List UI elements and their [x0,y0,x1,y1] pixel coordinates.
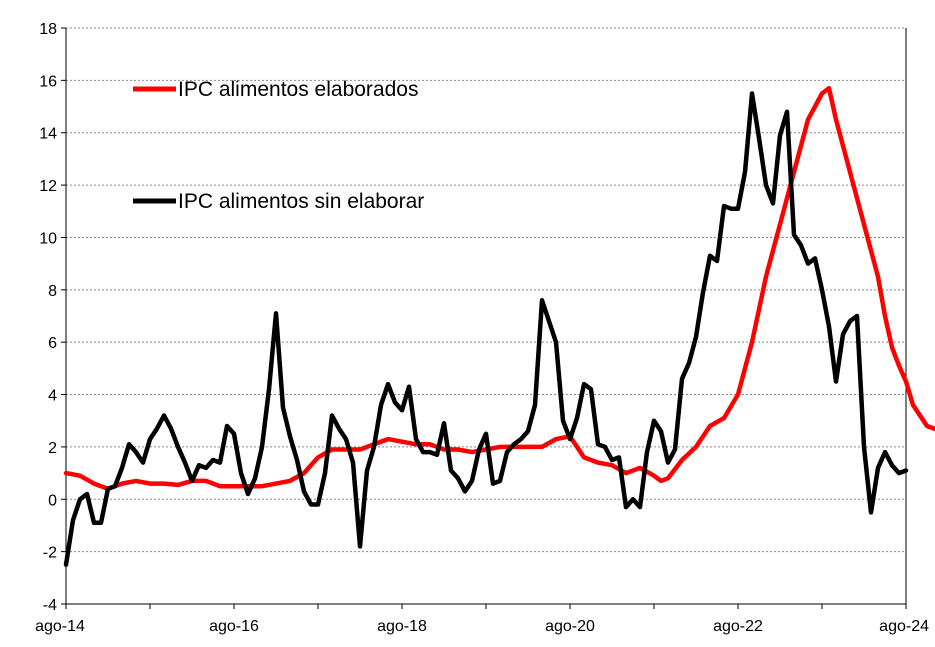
series-line-sin-elaborar [63,91,909,567]
x-tick-label: ago-14 [35,618,85,635]
y-tick-label: 12 [39,178,57,195]
y-tick-label: -4 [43,597,57,614]
series-lines [63,85,935,567]
y-tick-label: 16 [39,73,57,90]
y-tick-label: 10 [39,230,57,247]
x-tick-label: ago-22 [713,618,763,635]
x-tick-label: ago-18 [377,618,427,635]
y-tick-label: 14 [39,126,57,143]
y-tick-label: 18 [39,21,57,38]
y-tick-label: 8 [48,283,57,300]
axes [61,27,907,609]
x-tick-label: ago-24 [879,618,929,635]
y-axis-tick-labels: -4 -2 0 2 4 6 8 10 12 14 16 18 [39,21,57,614]
x-tick-label: ago-20 [545,618,595,635]
legend-label-sin-elaborar: IPC alimentos sin elaborar [178,190,424,213]
x-tick-label: ago-16 [209,618,259,635]
series-line-elaborados [63,85,935,492]
y-tick-label: 0 [48,492,57,509]
y-tick-label: 4 [48,388,57,405]
legend: IPC alimentos elaborados IPC alimentos si… [133,78,424,213]
y-tick-label: -2 [43,545,57,562]
x-axis-tick-labels: ago-14 ago-16 ago-18 ago-20 ago-22 ago-24 [35,618,929,635]
gridlines [66,27,906,553]
legend-label-elaborados: IPC alimentos elaborados [178,78,418,101]
y-tick-label: 2 [48,440,57,457]
y-tick-label: 6 [48,335,57,352]
